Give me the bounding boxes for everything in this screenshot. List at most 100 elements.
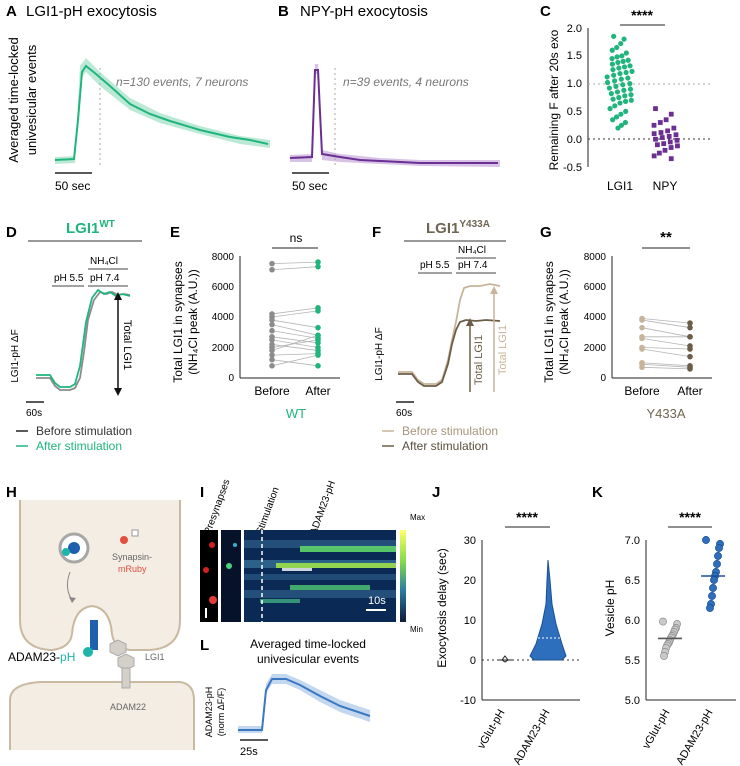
h-adam-label: ADAM23-pH <box>8 650 75 664</box>
c-dot-lgi1 <box>625 57 631 63</box>
j-tick-label: 10 <box>464 615 476 627</box>
g-pair-line <box>641 362 691 367</box>
c-cat-label: NPY <box>653 179 678 193</box>
c-dot-lgi1 <box>627 63 633 69</box>
d-ph55: pH 5.5 <box>54 273 84 284</box>
k-ylabel: Vesicle pH <box>603 580 617 637</box>
c-dot-lgi1 <box>604 74 610 80</box>
panel-c-ticks: 2.0 1.5 1.0 0.5 0.0 -0.5 <box>563 23 582 174</box>
c-dot-lgi1 <box>618 122 625 128</box>
k-dot <box>709 584 717 592</box>
e-tick-label: 6000 <box>212 282 235 293</box>
g-tick-label: 0 <box>600 373 606 384</box>
panel-j: J Exocytosis delay (sec) 30 20 10 0 -10 … <box>432 484 580 766</box>
c-dot-npy <box>675 143 680 149</box>
k-dot <box>708 592 716 600</box>
c-dot-lgi1 <box>611 78 618 84</box>
f-ph55: pH 5.5 <box>420 260 450 271</box>
c-dot-npy <box>655 142 660 148</box>
e-pair-line <box>271 334 319 351</box>
i-kymo-band <box>244 540 396 548</box>
c-dot-lgi1 <box>623 50 629 56</box>
f-total-b: Total LGI1 <box>497 325 509 375</box>
h-synapsin-tag <box>131 529 139 537</box>
c-dot-npy <box>651 131 657 137</box>
i-max: Max <box>410 513 425 522</box>
e-dot-after <box>315 308 321 314</box>
c-dots <box>604 33 680 162</box>
panel-f: F LGI1Y433A NH₄Cl pH 5.5 pH 7.4 LGI1-pH … <box>372 219 509 453</box>
f-total-a: Total LGI1 <box>473 335 485 385</box>
c-dot-lgi1 <box>629 68 635 74</box>
c-dot-lgi1 <box>622 93 628 99</box>
c-dot-npy <box>671 125 677 131</box>
e-pair-line <box>271 324 319 336</box>
c-dot-npy <box>651 153 657 159</box>
c-dot-lgi1 <box>628 92 634 98</box>
k-sig: **** <box>679 509 701 525</box>
panel-letter-h: H <box>6 484 17 501</box>
c-dot-npy <box>673 132 679 138</box>
c-dot-lgi1 <box>615 59 621 66</box>
h-lgi1-shape <box>109 639 127 657</box>
panel-letter-k: K <box>592 484 603 501</box>
j-cat-label: ADAM23-pH <box>511 707 552 766</box>
e-pair-line <box>271 354 319 367</box>
panel-letter-f: F <box>372 224 381 241</box>
c-dot-npy <box>658 130 664 135</box>
k-dot <box>660 652 668 660</box>
d-ylabel: LGI1-pH ΔF <box>10 329 21 382</box>
e-pair-line <box>271 261 319 265</box>
c-dot-lgi1 <box>610 96 616 102</box>
i-kymo-band <box>244 574 396 580</box>
i-kymo-event <box>290 585 370 590</box>
g-dot-after <box>687 366 693 372</box>
c-dot-lgi1 <box>628 97 634 103</box>
panel-c: C Remaining F after 20s exo 2.0 1.5 1.0 … <box>540 3 710 193</box>
e-tick-label: 2000 <box>212 343 235 354</box>
c-dot-lgi1 <box>609 61 616 67</box>
c-dot-npy <box>651 122 657 128</box>
c-dot-lgi1 <box>609 55 615 62</box>
g-dot-before <box>639 324 645 331</box>
panel-b-annotation: n=39 events, 4 neurons <box>343 75 469 89</box>
i-blue-puncta <box>226 563 232 569</box>
c-dot-lgi1 <box>621 64 628 70</box>
g-group: Y433A <box>646 406 685 421</box>
k-cat-label: vGlut-pH <box>641 707 673 751</box>
panel-a-annotation: n=130 events, 7 neurons <box>116 75 248 89</box>
j-violin-adam <box>529 559 567 661</box>
lgi1-band <box>55 58 270 164</box>
i-blue-strip <box>221 530 241 622</box>
c-dot-npy <box>667 139 673 145</box>
e-dot-before <box>269 317 275 323</box>
c-dot-lgi1 <box>618 40 624 47</box>
i-colorbar <box>400 530 406 622</box>
e-group: WT <box>286 406 306 421</box>
e-dot-after <box>315 324 321 331</box>
panel-c-ylabel: Remaining F after 20s exo <box>547 29 561 170</box>
e-tick-label: 8000 <box>212 252 235 263</box>
c-dot-lgi1 <box>618 111 624 117</box>
k-tick-label: 7.0 <box>625 535 640 547</box>
e-pair-line <box>271 319 319 329</box>
i-red-puncta <box>209 542 215 548</box>
g-pair-line <box>641 348 691 358</box>
panel-d: D LGI1WT NH₄Cl pH 5.5 pH 7.4 LGI1-pH ΔF … <box>6 219 142 453</box>
k-dot <box>713 560 721 568</box>
g-dot-before <box>639 364 645 371</box>
e-pair-line <box>271 359 319 367</box>
panel-letter-l: L <box>200 637 209 654</box>
d-legend-before: Before stimulation <box>36 424 132 438</box>
k-dots <box>658 536 725 660</box>
e-pair-line <box>271 353 319 356</box>
c-dot-lgi1 <box>625 75 631 81</box>
g-dot-before <box>639 335 645 342</box>
i-kymo-event <box>276 563 396 568</box>
e-tick-label: 0 <box>228 373 234 384</box>
g-dot-after <box>687 353 693 360</box>
e-dot-after <box>315 363 321 369</box>
i-kymo-event <box>300 546 396 552</box>
k-cat-label: ADAM23-pH <box>674 707 715 766</box>
e-dot-before <box>269 260 275 267</box>
